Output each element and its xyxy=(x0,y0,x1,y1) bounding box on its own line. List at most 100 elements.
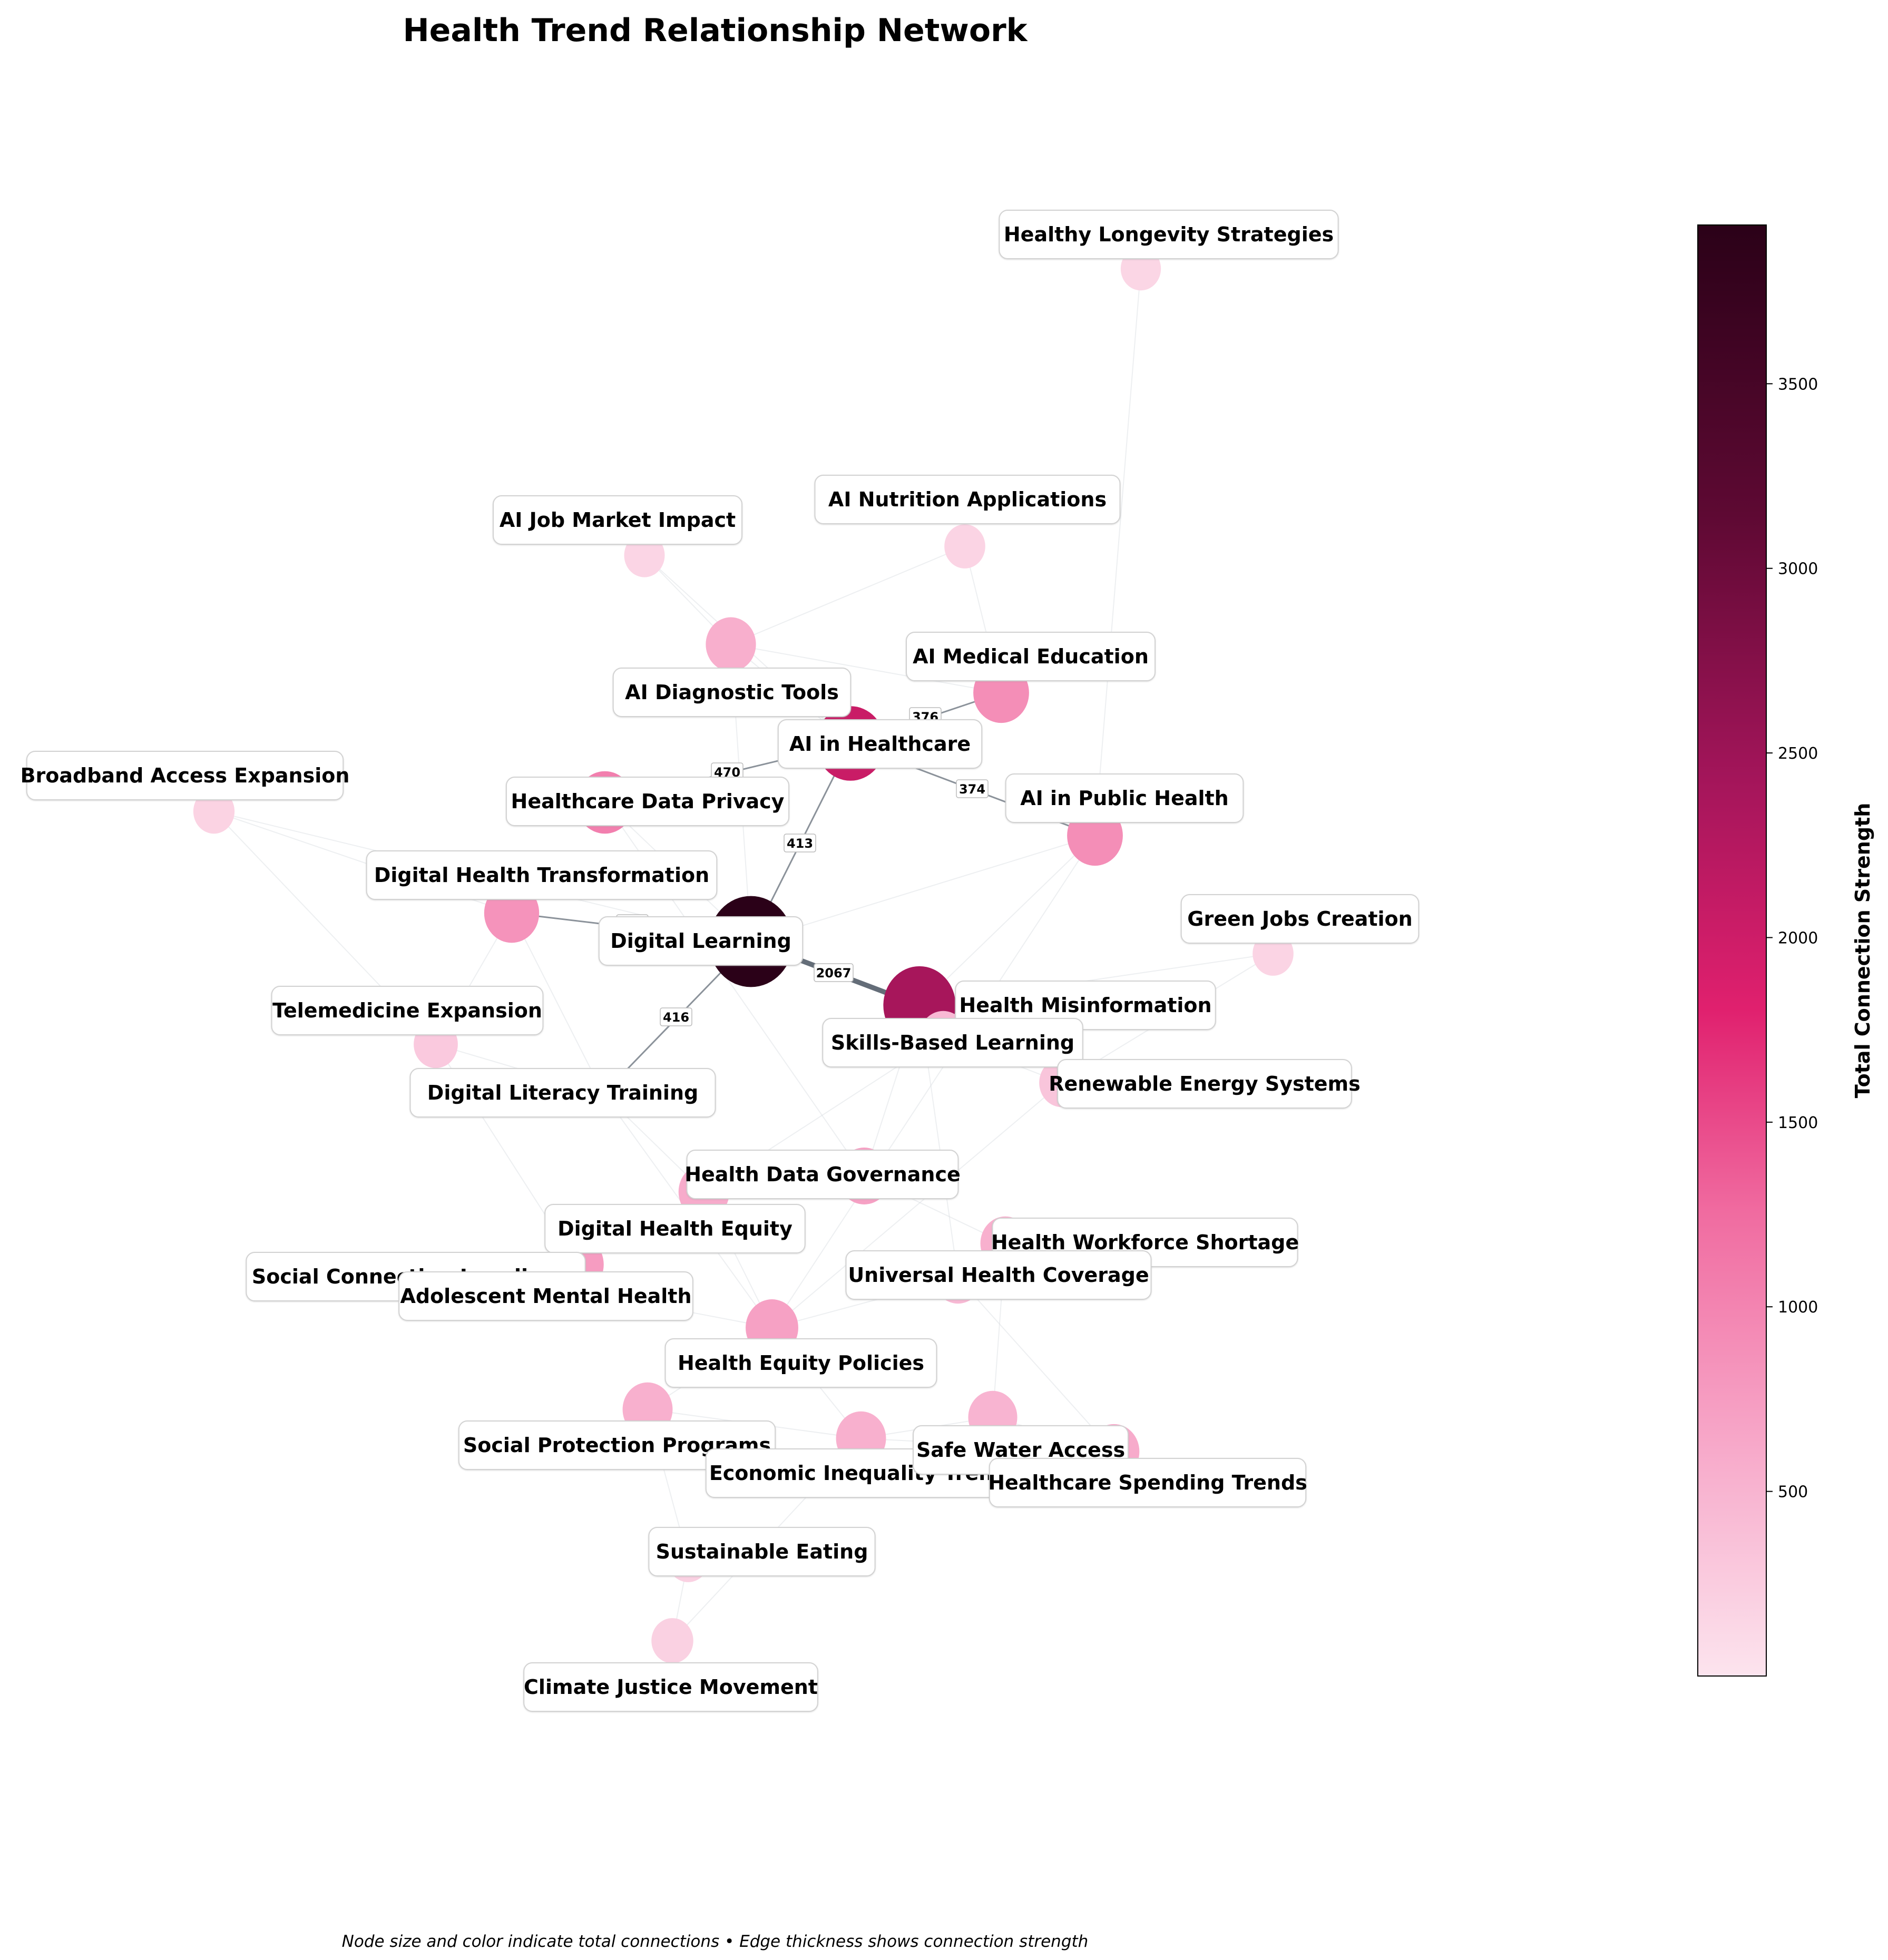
edge-weight-text: 413 xyxy=(787,836,813,851)
node-label-text: Health Workforce Shortage xyxy=(991,1231,1299,1254)
edge-weight-box xyxy=(784,834,816,852)
figure-caption: Node size and color indicate total conne… xyxy=(342,1932,1089,1951)
node-label-text: Adolescent Mental Health xyxy=(400,1285,691,1308)
node-label-healthy-longevity: Healthy Longevity Strategies xyxy=(999,210,1339,259)
colorbar: 500 1000 1500 2000 2500 3000 3500 Total Connec… xyxy=(1697,224,1874,1677)
edge-weight-label: 416 xyxy=(660,1007,692,1026)
node-label-text: AI Nutrition Applications xyxy=(828,488,1107,511)
edge-weight-label: 413 xyxy=(784,834,816,852)
node-label-box xyxy=(999,210,1339,259)
node-label-box xyxy=(814,475,1121,524)
node-label-text: Health Equity Policies xyxy=(678,1351,924,1375)
node-label-text: Digital Health Transformation xyxy=(374,864,709,887)
node-label-text: Sustainable Eating xyxy=(656,1540,868,1563)
node-label-universal-health-coverage: Universal Health Coverage xyxy=(845,1250,1152,1300)
node-label-green-jobs: Green Jobs Creation xyxy=(1180,894,1420,944)
node-label-text: Renewable Energy Systems xyxy=(1049,1072,1360,1095)
node-climate-justice[interactable] xyxy=(651,1618,693,1663)
node-label-box xyxy=(505,777,790,826)
node-label-health-data-governance: Health Data Governance xyxy=(684,1150,961,1199)
node-label-skills-based-learning: Skills-Based Learning xyxy=(822,1018,1083,1067)
edge-weight-box xyxy=(956,779,989,798)
node-label-telemedicine: Telemedicine Expansion xyxy=(271,986,544,1035)
edge-universal-health-coverage-to-healthcare-spending xyxy=(957,1277,1114,1452)
node-label-text: AI Medical Education xyxy=(913,645,1149,668)
edge-ai-public-health-to-digital-learning xyxy=(750,835,1095,942)
colorbar-tick-label: 3000 xyxy=(1778,560,1818,579)
node-label-text: Digital Health Equity xyxy=(557,1217,793,1240)
node-label-healthcare-spending: Healthcare Spending Trends xyxy=(988,1458,1307,1507)
node-label-box xyxy=(1057,1059,1352,1109)
colorbar-tick-label: 1500 xyxy=(1778,1114,1818,1132)
edge-weight-box xyxy=(814,963,854,982)
edge-weight-label: 2067 xyxy=(814,963,854,982)
colorbar-tick-label: 3500 xyxy=(1778,375,1818,394)
node-label-text: Healthcare Data Privacy xyxy=(511,790,785,813)
node-label-ai-healthcare: AI in Healthcare xyxy=(777,719,983,769)
node-label-box xyxy=(664,1338,937,1388)
node-label-health-misinformation: Health Misinformation xyxy=(955,981,1216,1030)
node-label-box xyxy=(845,1250,1152,1300)
node-label-text: AI Job Market Impact xyxy=(500,508,736,532)
node-label-box xyxy=(906,632,1156,681)
edge-weight-text: 374 xyxy=(959,782,985,797)
edge-weight-label: 374 xyxy=(956,779,989,798)
node-label-text: Digital Learning xyxy=(610,929,791,953)
node-label-ai-public-health: AI in Public Health xyxy=(1005,773,1244,823)
node-label-adolescent-mental-health: Adolescent Mental Health xyxy=(398,1271,693,1321)
node-label-ai-medical-education: AI Medical Education xyxy=(906,632,1156,681)
colorbar-ticks: 500 1000 1500 2000 2500 3000 3500 xyxy=(1766,375,1818,1502)
node-label-box xyxy=(822,1018,1083,1067)
node-label-health-equity-policies: Health Equity Policies xyxy=(664,1338,937,1388)
node-label-text: Healthy Longevity Strategies xyxy=(1004,223,1334,246)
node-label-digital-health-transformation: Digital Health Transformation xyxy=(366,850,718,900)
node-label-box xyxy=(544,1204,806,1253)
node-label-box xyxy=(1005,773,1244,823)
node-label-digital-health-equity: Digital Health Equity xyxy=(544,1204,806,1253)
node-label-box xyxy=(398,1271,693,1321)
node-label-box xyxy=(648,1527,876,1576)
node-label-box xyxy=(26,751,344,800)
node-ai-diagnostic[interactable] xyxy=(706,617,756,672)
node-label-sustainable-eating: Sustainable Eating xyxy=(648,1527,876,1576)
edge-weight-box xyxy=(660,1007,692,1026)
edge-digital-health-transformation-to-digital-literacy xyxy=(511,913,604,1094)
colorbar-tick-label: 2000 xyxy=(1778,929,1818,947)
node-label-ai-nutrition: AI Nutrition Applications xyxy=(814,475,1121,524)
node-label-text: Safe Water Access xyxy=(916,1438,1125,1462)
node-label-text: AI in Public Health xyxy=(1020,787,1228,810)
edge-weight-text: 416 xyxy=(663,1010,689,1025)
edge-ai-diagnostic-to-ai-medical-education xyxy=(730,644,1002,693)
node-label-text: Broadband Access Expansion xyxy=(21,764,350,787)
node-label-text: Climate Justice Movement xyxy=(524,1675,818,1699)
node-label-layer: Healthy Longevity Strategies AI Nutrition… xyxy=(21,210,1420,1712)
colorbar-tick-label: 500 xyxy=(1778,1483,1808,1502)
edge-healthy-longevity-to-ai-public-health xyxy=(1094,268,1141,836)
node-label-text: Digital Literacy Training xyxy=(427,1081,698,1104)
node-label-text: AI Diagnostic Tools xyxy=(625,681,839,704)
node-label-box xyxy=(989,1458,1307,1507)
colorbar-gradient xyxy=(1697,224,1767,1677)
node-label-box xyxy=(612,668,852,717)
node-label-box xyxy=(1180,894,1420,944)
edge-ai-public-health-to-health-equity-policies xyxy=(771,835,1095,1328)
node-ai-nutrition[interactable] xyxy=(944,524,985,569)
node-label-ai-diagnostic: AI Diagnostic Tools xyxy=(612,668,852,717)
colorbar-tick-label: 2500 xyxy=(1778,744,1818,763)
node-label-text: Healthcare Spending Trends xyxy=(988,1471,1307,1494)
edge-weight-text: 2067 xyxy=(816,966,852,981)
colorbar-tick-label: 1000 xyxy=(1778,1298,1818,1317)
edge-ai-nutrition-to-ai-diagnostic xyxy=(730,546,965,645)
node-label-ai-job-market: AI Job Market Impact xyxy=(493,495,742,545)
node-label-broadband: Broadband Access Expansion xyxy=(21,751,350,800)
node-label-text: Skills-Based Learning xyxy=(831,1031,1074,1054)
node-label-box xyxy=(955,981,1216,1030)
node-label-box xyxy=(409,1068,716,1118)
node-label-box xyxy=(523,1662,818,1712)
node-label-text: Health Data Governance xyxy=(684,1163,961,1186)
node-label-box xyxy=(366,850,718,900)
node-label-text: Universal Health Coverage xyxy=(848,1263,1149,1287)
node-label-box xyxy=(598,916,804,966)
colorbar-label: Total Connection Strength xyxy=(1851,803,1874,1099)
